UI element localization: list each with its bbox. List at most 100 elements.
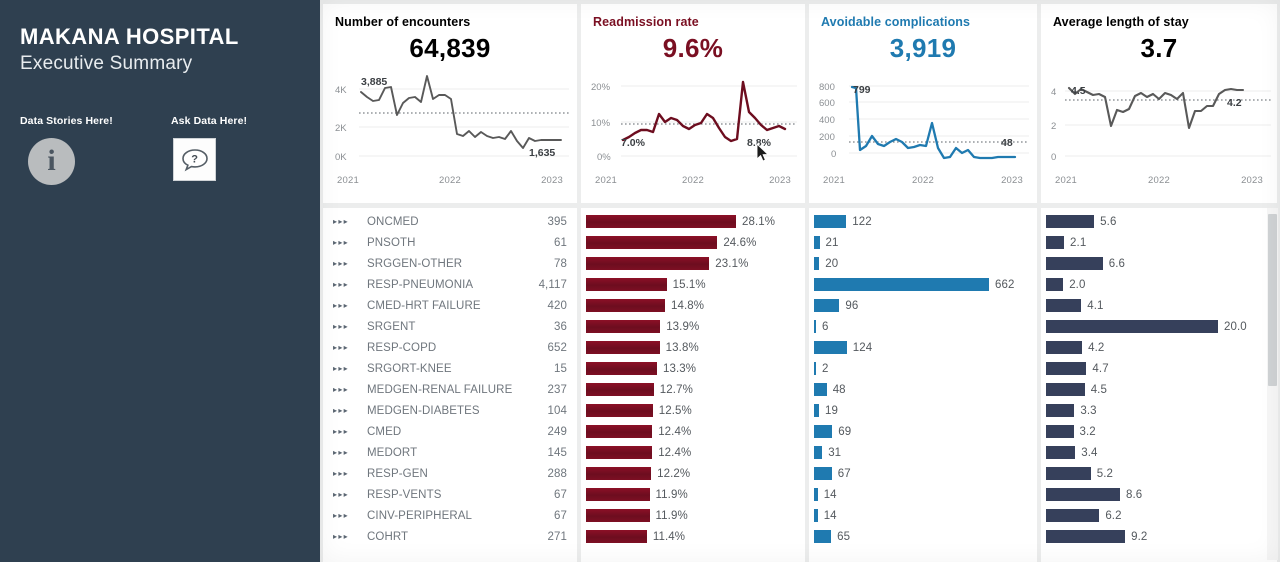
expand-rows-icon[interactable]: ▸▸▸ xyxy=(333,489,349,499)
table-row[interactable]: ▸▸▸ COHRT 271 xyxy=(329,526,567,547)
expand-rows-icon[interactable]: ▸▸▸ xyxy=(333,447,349,457)
table-row[interactable]: ▸▸▸ SRGENT 36 xyxy=(329,316,567,337)
complications-bar[interactable] xyxy=(814,236,820,249)
table-row[interactable]: 9.2 xyxy=(1046,526,1277,547)
table-row[interactable]: 11.9% xyxy=(586,484,805,505)
table-row[interactable]: ▸▸▸ ONCMED 395 xyxy=(329,211,567,232)
table-row[interactable]: ▸▸▸ RESP-VENTS 67 xyxy=(329,484,567,505)
readmission-bar[interactable] xyxy=(586,446,653,459)
complications-bar[interactable] xyxy=(814,383,827,396)
complications-bar[interactable] xyxy=(814,278,989,291)
readmission-bar[interactable] xyxy=(586,404,653,417)
table-row[interactable]: 8.6 xyxy=(1046,484,1277,505)
expand-rows-icon[interactable]: ▸▸▸ xyxy=(333,510,349,520)
expand-rows-icon[interactable]: ▸▸▸ xyxy=(333,468,349,478)
length-of-stay-bar[interactable] xyxy=(1046,467,1091,480)
readmission-bar[interactable] xyxy=(586,341,660,354)
complications-bar[interactable] xyxy=(814,425,833,438)
table-row[interactable]: 28.1% xyxy=(586,211,805,232)
scrollbar-thumb[interactable] xyxy=(1268,214,1277,386)
ask-data-action[interactable]: Ask Data Here! ? xyxy=(171,115,300,185)
length-of-stay-bar[interactable] xyxy=(1046,320,1218,333)
expand-rows-icon[interactable]: ▸▸▸ xyxy=(333,237,349,247)
complications-bar[interactable] xyxy=(814,215,847,228)
length-of-stay-bar[interactable] xyxy=(1046,215,1095,228)
info-icon[interactable]: i xyxy=(28,138,75,186)
complications-bar[interactable] xyxy=(814,509,818,522)
table-row[interactable]: 13.8% xyxy=(586,337,805,358)
table-row[interactable]: 14 xyxy=(814,505,1037,526)
length-of-stay-bar[interactable] xyxy=(1046,446,1076,459)
complications-bar[interactable] xyxy=(814,446,823,459)
length-of-stay-bar[interactable] xyxy=(1046,341,1083,354)
expand-rows-icon[interactable]: ▸▸▸ xyxy=(333,384,349,394)
table-row[interactable]: 23.1% xyxy=(586,253,805,274)
expand-rows-icon[interactable]: ▸▸▸ xyxy=(333,363,349,373)
table-row[interactable]: 13.3% xyxy=(586,358,805,379)
complications-bar[interactable] xyxy=(814,341,847,354)
expand-rows-icon[interactable]: ▸▸▸ xyxy=(333,216,349,226)
table-row[interactable]: 24.6% xyxy=(586,232,805,253)
table-row[interactable]: 12.5% xyxy=(586,400,805,421)
table-row[interactable]: 31 xyxy=(814,442,1037,463)
table-row[interactable]: 6.6 xyxy=(1046,253,1277,274)
readmission-bar[interactable] xyxy=(586,530,647,543)
table-row[interactable]: 48 xyxy=(814,379,1037,400)
expand-rows-icon[interactable]: ▸▸▸ xyxy=(333,342,349,352)
table-row[interactable]: 19 xyxy=(814,400,1037,421)
expand-rows-icon[interactable]: ▸▸▸ xyxy=(333,321,349,331)
length-of-stay-bar[interactable] xyxy=(1046,383,1085,396)
readmission-bar[interactable] xyxy=(586,488,650,501)
table-row[interactable]: 14.8% xyxy=(586,295,805,316)
complications-bar[interactable] xyxy=(814,299,840,312)
table-row[interactable]: 2.0 xyxy=(1046,274,1277,295)
ask-data-icon[interactable]: ? xyxy=(173,138,216,182)
table-row[interactable]: 12.4% xyxy=(586,442,805,463)
table-row[interactable]: 69 xyxy=(814,421,1037,442)
table-row[interactable]: ▸▸▸ MEDGEN-RENAL FAILURE 237 xyxy=(329,379,567,400)
length-of-stay-bar[interactable] xyxy=(1046,278,1064,291)
table-row[interactable]: ▸▸▸ RESP-GEN 288 xyxy=(329,463,567,484)
readmission-bar[interactable] xyxy=(586,425,653,438)
data-stories-action[interactable]: Data Stories Here! i xyxy=(20,115,149,186)
readmission-bar[interactable] xyxy=(586,467,652,480)
expand-rows-icon[interactable]: ▸▸▸ xyxy=(333,426,349,436)
length-of-stay-bar[interactable] xyxy=(1046,257,1103,270)
table-row[interactable]: ▸▸▸ CINV-PERIPHERAL 67 xyxy=(329,505,567,526)
readmission-bar[interactable] xyxy=(586,236,718,249)
table-row[interactable]: 12.2% xyxy=(586,463,805,484)
length-of-stay-bar[interactable] xyxy=(1046,488,1120,501)
expand-rows-icon[interactable]: ▸▸▸ xyxy=(333,279,349,289)
table-row[interactable]: ▸▸▸ MEDORT 145 xyxy=(329,442,567,463)
readmission-bar[interactable] xyxy=(586,278,667,291)
table-row[interactable]: ▸▸▸ MEDGEN-DIABETES 104 xyxy=(329,400,567,421)
expand-rows-icon[interactable]: ▸▸▸ xyxy=(333,531,349,541)
table-row[interactable]: 3.3 xyxy=(1046,400,1277,421)
expand-rows-icon[interactable]: ▸▸▸ xyxy=(333,405,349,415)
table-row[interactable]: 20.0 xyxy=(1046,316,1277,337)
table-row[interactable]: ▸▸▸ RESP-COPD 652 xyxy=(329,337,567,358)
complications-bar[interactable] xyxy=(814,404,820,417)
kpi-card-complications[interactable]: Avoidable complications 3,919 800 600 40… xyxy=(809,4,1037,203)
table-row[interactable]: 122 xyxy=(814,211,1037,232)
table-row[interactable]: 4.7 xyxy=(1046,358,1277,379)
kpi-card-encounters[interactable]: Number of encounters 64,839 4K 2K 0K 3,8… xyxy=(323,4,577,203)
table-row[interactable]: ▸▸▸ CMED-HRT FAILURE 420 xyxy=(329,295,567,316)
readmission-bar[interactable] xyxy=(586,257,710,270)
expand-rows-icon[interactable]: ▸▸▸ xyxy=(333,258,349,268)
table-row[interactable]: 4.1 xyxy=(1046,295,1277,316)
complications-bar[interactable] xyxy=(814,467,832,480)
table-row[interactable]: 3.4 xyxy=(1046,442,1277,463)
readmission-bar[interactable] xyxy=(586,320,661,333)
expand-rows-icon[interactable]: ▸▸▸ xyxy=(333,300,349,310)
table-row[interactable]: 67 xyxy=(814,463,1037,484)
table-row[interactable]: 15.1% xyxy=(586,274,805,295)
table-row[interactable]: 20 xyxy=(814,253,1037,274)
table-row[interactable]: 3.2 xyxy=(1046,421,1277,442)
complications-bar[interactable] xyxy=(814,257,820,270)
table-row[interactable]: ▸▸▸ RESP-PNEUMONIA 4,117 xyxy=(329,274,567,295)
table-row[interactable]: 5.2 xyxy=(1046,463,1277,484)
table-row[interactable]: 124 xyxy=(814,337,1037,358)
length-of-stay-bar[interactable] xyxy=(1046,530,1126,543)
table-row[interactable]: 5.6 xyxy=(1046,211,1277,232)
